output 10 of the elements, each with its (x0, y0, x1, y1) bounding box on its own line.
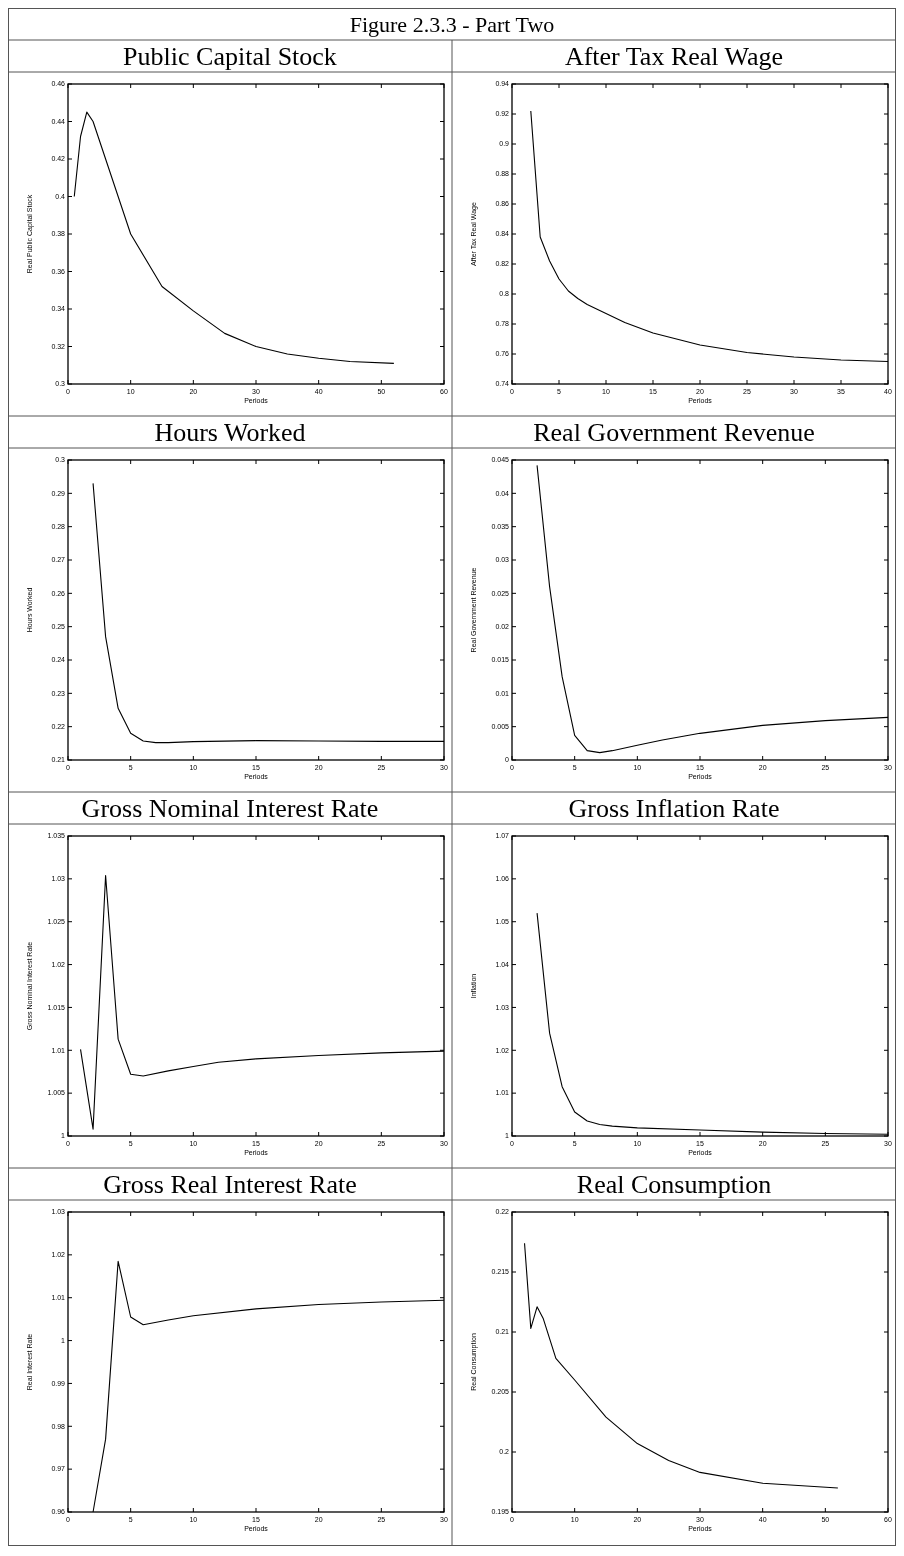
chart-title: Gross Real Interest Rate (103, 1170, 357, 1199)
chart-title: Real Government Revenue (533, 418, 815, 447)
caption: Figure 2.3.3 - Part Two (349, 12, 555, 37)
chart-title: Gross Inflation Rate (568, 794, 780, 823)
chart-title: After Tax Real Wage (564, 42, 784, 71)
chart-title: Hours Worked (154, 418, 306, 447)
chart-title: Gross Nominal Interest Rate (81, 794, 379, 823)
chart-title: Public Capital Stock (123, 42, 337, 71)
chart-title: Real Consumption (576, 1170, 772, 1199)
line-series (523, 1242, 839, 1489)
